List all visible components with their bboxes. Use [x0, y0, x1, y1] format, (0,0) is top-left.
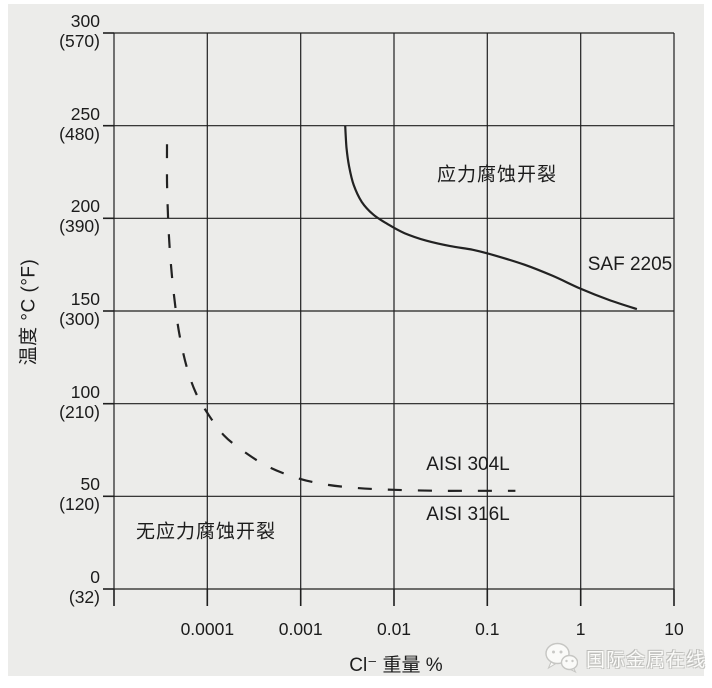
region-label-scc: 应力腐蚀开裂 [436, 164, 558, 186]
y-tick-label: 100 (210) [59, 381, 100, 422]
y-tick-label: 300 (570) [59, 11, 100, 51]
series-label-aisi-304l: AISI 304L [426, 454, 510, 475]
y-axis-title: 温度 °C (°F) [18, 258, 40, 366]
watermark-text: 国际金属在线 [586, 649, 707, 671]
series-label-saf-2205: SAF 2205 [587, 254, 673, 275]
y-tick-label: 200 (390) [59, 196, 100, 237]
y-tick-label: 150 (300) [59, 289, 100, 329]
x-tick-label: 0.0001 [180, 619, 235, 639]
x-tick-label: 0.1 [475, 619, 500, 639]
y-tick-label: 50 (120) [59, 474, 100, 515]
x-tick-label: 10 [664, 619, 684, 639]
x-tick-label: 0.01 [376, 619, 412, 639]
series-label-aisi-316l: AISI 316L [426, 504, 510, 525]
y-tick-label: 0 (32) [68, 567, 100, 607]
region-label-no-scc: 无应力腐蚀开裂 [135, 521, 277, 543]
wechat-icon [545, 642, 578, 674]
x-tick-label: 1 [575, 619, 586, 639]
x-axis-title: Cl⁻ 重量 % [349, 655, 443, 676]
watermark: 国际金属在线 [544, 641, 706, 675]
chart-background [8, 4, 704, 676]
x-tick-label: 0.001 [278, 619, 323, 639]
y-tick-label: 250 (480) [59, 103, 100, 144]
